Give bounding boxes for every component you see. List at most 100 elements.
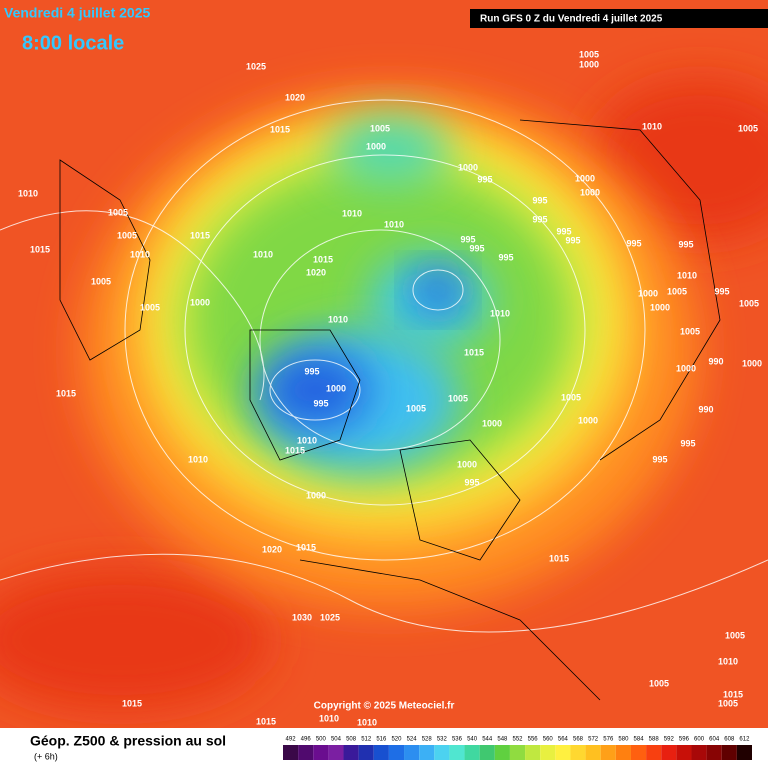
scale-label: 528 [422, 737, 433, 743]
scale-swatch [479, 745, 495, 760]
isobar-label: 1010 [297, 435, 317, 445]
isobar-label: 1005 [680, 326, 700, 336]
isobar-label: 1000 [575, 173, 595, 183]
isobar-label: 1000 [580, 187, 600, 197]
scale-swatch [404, 745, 420, 760]
scale-swatch [540, 745, 556, 760]
scale-swatch [555, 745, 571, 760]
isobar-label: 1020 [285, 92, 305, 102]
scale-label: 592 [664, 737, 675, 743]
isobar-label: 1015 [256, 716, 276, 726]
scale-swatch [661, 745, 677, 760]
scale-label: 548 [497, 737, 508, 743]
scale-label: 532 [437, 737, 448, 743]
isobar-label: 1000 [676, 363, 696, 373]
isobar-label: 1005 [117, 230, 137, 240]
isobar-label: 995 [714, 286, 729, 296]
scale-swatch [328, 745, 344, 760]
scale-swatch [630, 745, 647, 760]
isobar-label: 1015 [464, 347, 484, 357]
scale-label: 520 [391, 737, 402, 743]
scale-swatch [676, 745, 692, 760]
isobar-label: 995 [680, 438, 695, 448]
isobar-label: 995 [678, 239, 693, 249]
isobar-label: 1000 [638, 288, 658, 298]
isobar-label: 1010 [130, 249, 150, 259]
run-info: Run GFS 0 Z du Vendredi 4 juillet 2025 [480, 14, 663, 25]
isobar-label: 1005 [370, 123, 390, 133]
scale-swatch [721, 745, 737, 760]
scale-swatch [494, 745, 510, 760]
scale-swatch [736, 745, 752, 760]
scale-label: 580 [618, 737, 629, 743]
scale-label: 536 [452, 737, 463, 743]
isobar-label: 1005 [91, 276, 111, 286]
scale-swatch [434, 745, 450, 760]
scale-label: 492 [286, 737, 297, 743]
isobar-label: 1000 [742, 358, 762, 368]
scale-swatch [706, 745, 722, 760]
scale-swatch [283, 745, 299, 760]
isobar-label: 1010 [188, 454, 208, 464]
isobar-label: 1005 [448, 393, 468, 403]
scale-swatch [691, 745, 707, 760]
isobar-label: 1000 [482, 418, 502, 428]
isobar-label: 1015 [30, 244, 50, 254]
isobar-label: 1010 [319, 713, 339, 723]
isobar-label: 1015 [122, 698, 142, 708]
scale-label: 540 [467, 737, 478, 743]
scale-swatch [373, 745, 389, 760]
isobar-label: 1005 [739, 298, 759, 308]
isobar-label: 1005 [406, 403, 426, 413]
isobar-label: 1030 [292, 612, 312, 622]
isobar-label: 1010 [357, 717, 377, 727]
isobar-label: 1010 [384, 219, 404, 229]
isobar-label: 1010 [18, 188, 38, 198]
isobar-label: 990 [698, 404, 713, 414]
scale-label: 604 [709, 737, 720, 743]
scale-label: 584 [634, 737, 645, 743]
scale-swatch [509, 745, 526, 760]
isobar-label: 1005 [649, 678, 669, 688]
isobar-label: 995 [498, 252, 513, 262]
scale-swatch [600, 745, 616, 760]
isobar-label: 995 [532, 195, 547, 205]
isobar-label: 1010 [718, 656, 738, 666]
isobar-label: 1015 [313, 254, 333, 264]
scale-label: 516 [376, 737, 387, 743]
isobar-label: 1005 [738, 123, 758, 133]
isobar-label: 1000 [326, 383, 346, 393]
isobar-label: 1000 [190, 297, 210, 307]
scale-swatch [388, 745, 405, 760]
isobar-label: 995 [477, 174, 492, 184]
scale-swatch [449, 745, 465, 760]
scale-label: 576 [603, 737, 614, 743]
isobar-label: 995 [532, 214, 547, 224]
isobar-label: 995 [652, 454, 667, 464]
isobar-label: 1010 [253, 249, 273, 259]
isobar-label: 1005 [667, 286, 687, 296]
isobar-label: 1015 [56, 388, 76, 398]
isobar-label: 1025 [320, 612, 340, 622]
scale-swatch [298, 745, 314, 760]
legend-title: Géop. Z500 & pression au sol [30, 733, 226, 749]
scale-swatch [358, 745, 374, 760]
run-box [470, 9, 768, 28]
scale-swatch [585, 745, 601, 760]
scale-swatch [570, 745, 586, 760]
isobar-label: 995 [304, 366, 319, 376]
isobar-label: 995 [469, 243, 484, 253]
isobar-label: 1005 [725, 630, 745, 640]
isobar-label: 1000 [457, 459, 477, 469]
isobar-label: 1010 [328, 314, 348, 324]
scale-label: 568 [573, 737, 584, 743]
isobar-label: 1015 [723, 689, 743, 699]
legend-subtitle: (+ 6h) [34, 751, 58, 761]
scale-label: 588 [649, 737, 660, 743]
isobar-label: 995 [556, 226, 571, 236]
isobar-label: 1005 [108, 207, 128, 217]
isobar-label: 1015 [285, 445, 305, 455]
scale-label: 556 [528, 737, 539, 743]
isobar-label: 1025 [246, 61, 266, 71]
